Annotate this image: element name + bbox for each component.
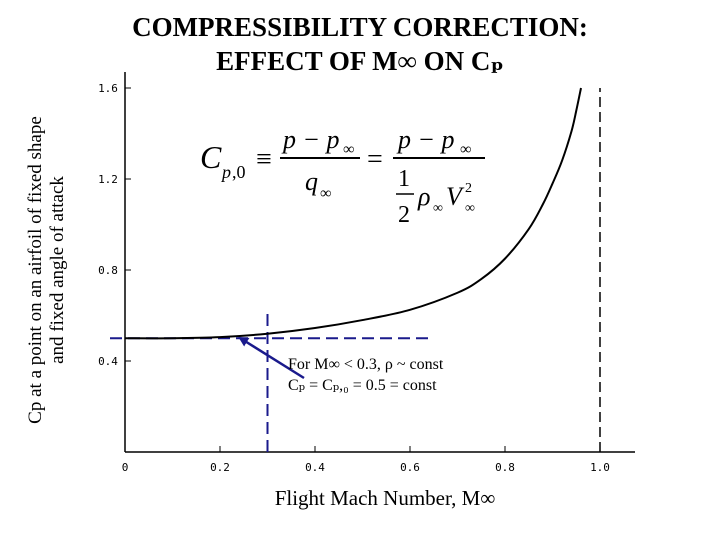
cp-vs-mach-curve xyxy=(124,87,582,340)
svg-text:=: = xyxy=(367,144,383,175)
title-line-1: COMPRESSIBILITY CORRECTION: xyxy=(132,12,588,42)
svg-text:p − p: p − p xyxy=(396,125,455,154)
x-tick-label: 0.8 xyxy=(495,461,515,474)
annotation-line-2: Cₚ = Cₚ,₀ = 0.5 = const xyxy=(288,377,437,394)
svg-text:∞: ∞ xyxy=(433,201,443,216)
svg-text:p − p: p − p xyxy=(281,125,340,154)
svg-text:2: 2 xyxy=(465,181,472,196)
cp0-definition-formula: C p ,0 ≡ p − p ∞ q ∞ = p − p ∞ 1 2 ρ ∞ V… xyxy=(200,125,485,228)
annotation-line-1: For M∞ < 0.3, ρ ~ const xyxy=(288,356,444,373)
svg-text:∞: ∞ xyxy=(465,201,475,216)
svg-text:≡: ≡ xyxy=(256,144,272,175)
x-tick-label: 1.0 xyxy=(590,461,610,474)
x-tick-label: 0.4 xyxy=(305,461,325,474)
svg-text:∞: ∞ xyxy=(343,141,354,158)
title-line-2: EFFECT OF M∞ ON Cₚ xyxy=(216,46,504,76)
y-tick-label: 1.6 xyxy=(98,82,118,95)
svg-text:2: 2 xyxy=(398,202,410,228)
x-tick-label: 0.6 xyxy=(400,461,420,474)
svg-text:∞: ∞ xyxy=(460,141,471,158)
y-tick-label: 0.8 xyxy=(98,264,118,277)
annotation-text: For M∞ < 0.3, ρ ~ const Cₚ = Cₚ,₀ = 0.5 … xyxy=(288,354,443,396)
svg-text:q: q xyxy=(305,167,318,196)
annotation-arrow xyxy=(238,336,305,380)
y-tick-label: 1.2 xyxy=(98,173,118,186)
svg-text:1: 1 xyxy=(398,166,410,192)
x-tick-label: 0 xyxy=(122,461,129,474)
y-tick-label: 0.4 xyxy=(98,355,118,368)
x-tick-label: 0.2 xyxy=(210,461,230,474)
svg-text:C: C xyxy=(200,139,222,175)
svg-text:ρ: ρ xyxy=(417,182,430,211)
svg-text:,0: ,0 xyxy=(232,162,246,182)
x-axis-label: Flight Mach Number, M∞ xyxy=(274,486,496,510)
svg-text:∞: ∞ xyxy=(320,185,331,202)
chart-title: COMPRESSIBILITY CORRECTION: EFFECT OF M∞… xyxy=(110,10,610,78)
svg-text:p: p xyxy=(220,162,231,182)
svg-text:V: V xyxy=(446,182,465,211)
